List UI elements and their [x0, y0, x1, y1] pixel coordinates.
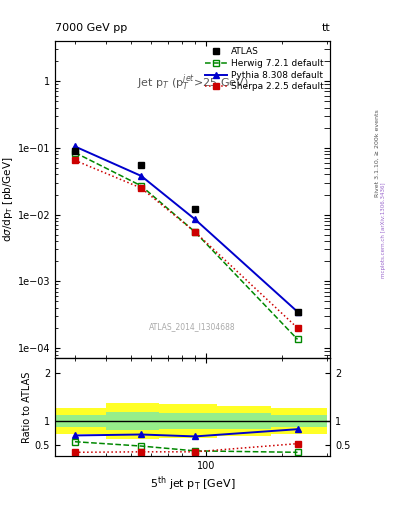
Text: mcplots.cern.ch [arXiv:1306.3436]: mcplots.cern.ch [arXiv:1306.3436] — [381, 183, 386, 278]
Line: Herwig 7.2.1 default: Herwig 7.2.1 default — [72, 149, 301, 343]
Pythia 8.308 default — [73, 143, 77, 150]
Herwig 7.2.1 default — [139, 183, 143, 189]
Y-axis label: Ratio to ATLAS: Ratio to ATLAS — [22, 371, 32, 443]
Sherpa 2.2.5 default — [295, 325, 300, 331]
Y-axis label: d$\sigma$/dp$_{\rm T}$ [pb/GeV]: d$\sigma$/dp$_{\rm T}$ [pb/GeV] — [1, 157, 15, 242]
Sherpa 2.2.5 default — [193, 229, 197, 235]
Text: Rivet 3.1.10, ≥ 200k events: Rivet 3.1.10, ≥ 200k events — [375, 110, 380, 198]
Line: Pythia 8.308 default: Pythia 8.308 default — [72, 143, 301, 315]
ATLAS — [73, 148, 77, 154]
Text: tt: tt — [321, 23, 330, 33]
Text: 7000 GeV pp: 7000 GeV pp — [55, 23, 127, 33]
Sherpa 2.2.5 default — [139, 185, 143, 191]
Text: ATLAS_2014_I1304688: ATLAS_2014_I1304688 — [149, 322, 236, 331]
ATLAS — [193, 206, 197, 212]
Herwig 7.2.1 default — [295, 336, 300, 343]
ATLAS — [139, 162, 143, 168]
Sherpa 2.2.5 default — [73, 157, 77, 163]
Line: ATLAS: ATLAS — [72, 147, 301, 315]
Pythia 8.308 default — [295, 309, 300, 315]
X-axis label: 5$^{\rm th}$ jet p$_{\rm T}$ [GeV]: 5$^{\rm th}$ jet p$_{\rm T}$ [GeV] — [150, 475, 235, 493]
Herwig 7.2.1 default — [193, 229, 197, 235]
ATLAS — [295, 309, 300, 315]
Text: Jet p$_T$ (p$_T^{jet}$>25 GeV): Jet p$_T$ (p$_T^{jet}$>25 GeV) — [137, 73, 248, 94]
Herwig 7.2.1 default — [73, 150, 77, 156]
Legend: ATLAS, Herwig 7.2.1 default, Pythia 8.308 default, Sherpa 2.2.5 default: ATLAS, Herwig 7.2.1 default, Pythia 8.30… — [203, 46, 326, 93]
Pythia 8.308 default — [139, 173, 143, 179]
Line: Sherpa 2.2.5 default: Sherpa 2.2.5 default — [72, 157, 301, 331]
Pythia 8.308 default — [193, 216, 197, 222]
